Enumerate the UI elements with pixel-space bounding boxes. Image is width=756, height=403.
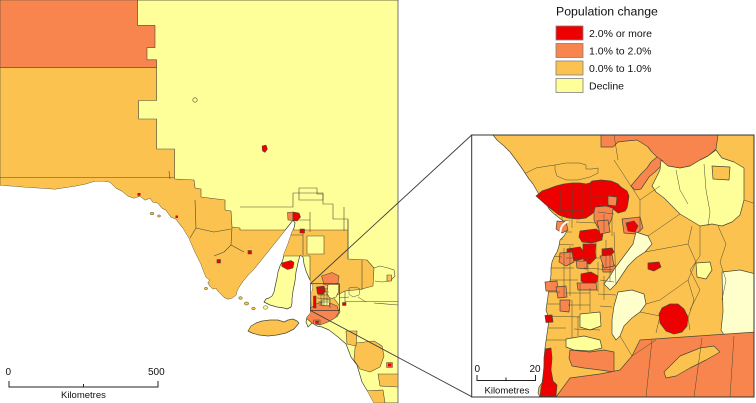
svg-text:0.0% to 1.0%: 0.0% to 1.0% — [589, 63, 651, 75]
svg-text:Kilometres: Kilometres — [61, 390, 106, 401]
svg-text:500: 500 — [148, 367, 165, 378]
svg-text:0: 0 — [6, 367, 12, 378]
svg-text:20: 20 — [530, 364, 542, 375]
svg-text:Population change: Population change — [556, 5, 658, 19]
svg-text:2.0% or more: 2.0% or more — [589, 28, 652, 40]
svg-text:1.0% to 2.0%: 1.0% to 2.0% — [589, 46, 651, 58]
svg-text:Decline: Decline — [589, 81, 624, 93]
svg-text:Kilometres: Kilometres — [485, 386, 530, 397]
svg-text:0: 0 — [475, 364, 481, 375]
